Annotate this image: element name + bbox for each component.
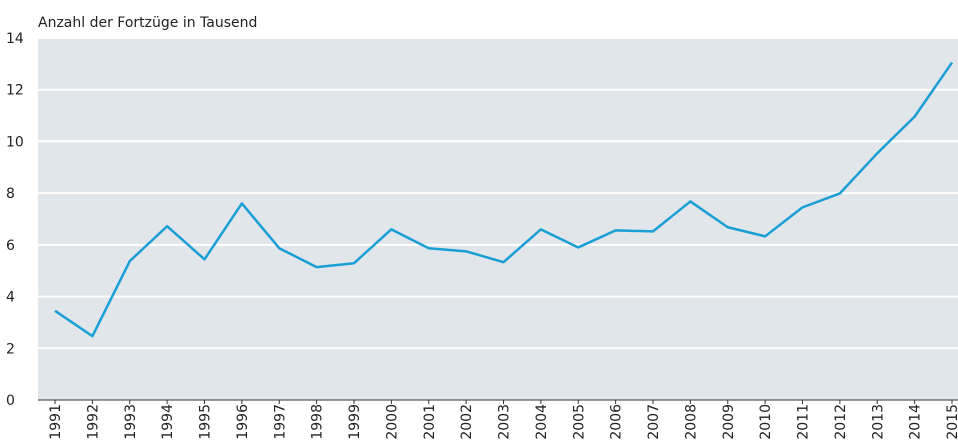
x-tick-label: 2012: [833, 404, 849, 440]
x-tick-label: 1996: [235, 404, 251, 440]
x-tick-label: 1997: [272, 404, 288, 440]
x-tick-label: 2001: [422, 404, 438, 440]
y-tick-label: 6: [6, 238, 15, 254]
x-tick-label: 2015: [945, 404, 958, 440]
x-tick-label: 1993: [123, 404, 139, 440]
y-tick-label: 10: [6, 134, 24, 150]
plot-area: [38, 38, 958, 400]
x-tick-label: 1995: [198, 404, 214, 440]
x-tick-label: 1998: [310, 404, 326, 440]
x-tick-label: 2011: [796, 404, 812, 440]
line-series: [54, 61, 954, 338]
y-tick-label: 2: [6, 341, 15, 357]
x-tick-label: 1999: [347, 404, 363, 440]
y-tick-label: 12: [6, 83, 24, 99]
y-tick-label: 4: [6, 290, 15, 306]
x-tick-label: 1992: [85, 404, 101, 440]
x-tick-label: 2002: [459, 404, 475, 440]
x-tick-label: 2007: [646, 404, 662, 440]
x-tick-label: 2010: [758, 404, 774, 440]
x-tick-label: 2005: [571, 404, 587, 440]
x-tick-label: 2013: [870, 404, 886, 440]
y-tick-label: 14: [6, 31, 24, 47]
x-tick-label: 2014: [908, 404, 924, 440]
x-tick-label: 2006: [609, 404, 625, 440]
y-tick-label: 8: [6, 186, 15, 202]
chart-title: Anzahl der Fortzüge in Tausend: [38, 15, 257, 31]
x-tick-label: 1994: [160, 404, 176, 440]
y-tick-label: 0: [6, 393, 15, 409]
x-tick-label: 2008: [683, 404, 699, 440]
x-tick-label: 2004: [534, 404, 550, 440]
x-tick-label: 2009: [721, 404, 737, 440]
x-tick-label: 2000: [384, 404, 400, 440]
x-tick-label: 1991: [48, 404, 64, 440]
x-tick-label: 2003: [497, 404, 513, 440]
